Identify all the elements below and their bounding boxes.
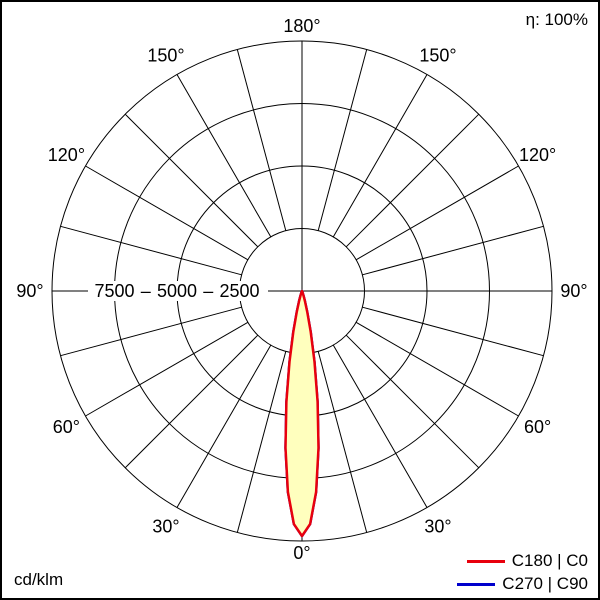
grid-spoke-225 bbox=[124, 113, 259, 248]
grid-spoke-345 bbox=[236, 351, 287, 533]
angle-label-150-right: 150° bbox=[419, 45, 456, 65]
angle-label-120-left: 120° bbox=[48, 145, 85, 165]
radial-tick-label-7500: 7500 bbox=[94, 281, 134, 301]
light-output-ratio-label: η: 100% bbox=[525, 10, 588, 29]
angle-label-90-right: 90° bbox=[560, 281, 587, 301]
radial-tick-separator: – bbox=[203, 281, 213, 301]
grid-spoke-15 bbox=[317, 351, 368, 533]
grid-spoke-75 bbox=[362, 306, 544, 357]
radial-axis-label-backdrop bbox=[88, 281, 268, 301]
grid-spoke-315 bbox=[124, 334, 259, 469]
grid-spoke-330 bbox=[176, 344, 272, 508]
grid-spoke-135 bbox=[345, 113, 480, 248]
angle-label-60-left: 60° bbox=[53, 417, 80, 437]
angle-label-90-left: 90° bbox=[16, 281, 43, 301]
grid-spoke-300 bbox=[85, 321, 249, 417]
radial-tick-label-5000: 5000 bbox=[157, 281, 197, 301]
beam-curve-c180-c0 bbox=[284, 289, 320, 538]
grid-spoke-285 bbox=[60, 306, 242, 357]
legend-item-c0: C180 | C0 bbox=[457, 552, 588, 570]
angle-label-0: 0° bbox=[293, 543, 310, 563]
grid-spoke-30 bbox=[332, 344, 428, 508]
unit-label: cd/klm bbox=[14, 570, 64, 589]
legend-swatch-c90-line bbox=[457, 582, 496, 586]
angle-label-120-right: 120° bbox=[519, 145, 556, 165]
legend-item-c90: C270 | C90 bbox=[457, 575, 588, 593]
grid-spoke-120 bbox=[355, 165, 519, 261]
angle-label-30-left: 30° bbox=[152, 517, 179, 537]
legend-label-c0: C180 | C0 bbox=[511, 551, 588, 570]
radial-tick-separator: – bbox=[141, 281, 151, 301]
angle-label-180: 180° bbox=[283, 16, 320, 36]
radial-tick-label-2500: 2500 bbox=[219, 281, 259, 301]
angle-label-30-right: 30° bbox=[424, 517, 451, 537]
grid-spoke-240 bbox=[85, 165, 249, 261]
grid-spoke-105 bbox=[362, 225, 544, 276]
grid-spoke-45 bbox=[345, 334, 480, 469]
legend: C180 | C0 C270 | C90 bbox=[457, 552, 588, 593]
grid-spoke-165 bbox=[317, 49, 368, 231]
grid-spoke-255 bbox=[60, 225, 242, 276]
grid-spoke-60 bbox=[355, 321, 519, 417]
legend-swatch-c0-line bbox=[466, 559, 505, 563]
grid-spoke-210 bbox=[176, 74, 272, 238]
grid-spoke-150 bbox=[332, 74, 428, 238]
angle-label-150-left: 150° bbox=[147, 45, 184, 65]
grid-spoke-195 bbox=[236, 49, 287, 231]
legend-label-c90: C270 | C90 bbox=[502, 574, 588, 593]
angle-label-60-right: 60° bbox=[524, 417, 551, 437]
